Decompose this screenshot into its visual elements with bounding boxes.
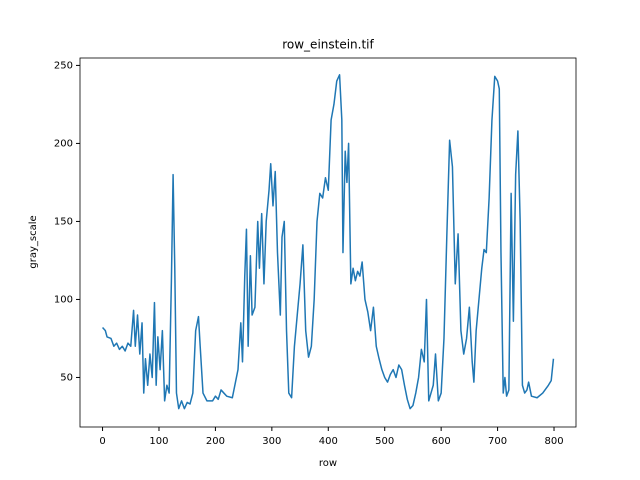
y-axis-label: gray_scale — [28, 215, 39, 268]
y-tick-label: 50 — [60, 372, 73, 383]
y-tick-label: 150 — [54, 216, 73, 227]
chart-title: row_einstein.tif — [282, 38, 374, 52]
x-tick-label: 400 — [319, 436, 338, 447]
x-tick-label: 500 — [375, 436, 394, 447]
x-tick-label: 100 — [149, 436, 168, 447]
x-tick-label: 700 — [488, 436, 507, 447]
x-tick-label: 800 — [544, 436, 563, 447]
x-tick-label: 200 — [206, 436, 225, 447]
plot-frame — [79, 57, 577, 428]
x-axis-label: row — [319, 458, 337, 469]
x-tick-label: 300 — [262, 436, 281, 447]
line-series — [101, 74, 555, 410]
y-tick-label: 100 — [54, 294, 73, 305]
x-tick-label: 0 — [99, 436, 105, 447]
y-tick-label: 200 — [54, 138, 73, 149]
x-tick-label: 600 — [432, 436, 451, 447]
y-tick-label: 250 — [54, 60, 73, 71]
